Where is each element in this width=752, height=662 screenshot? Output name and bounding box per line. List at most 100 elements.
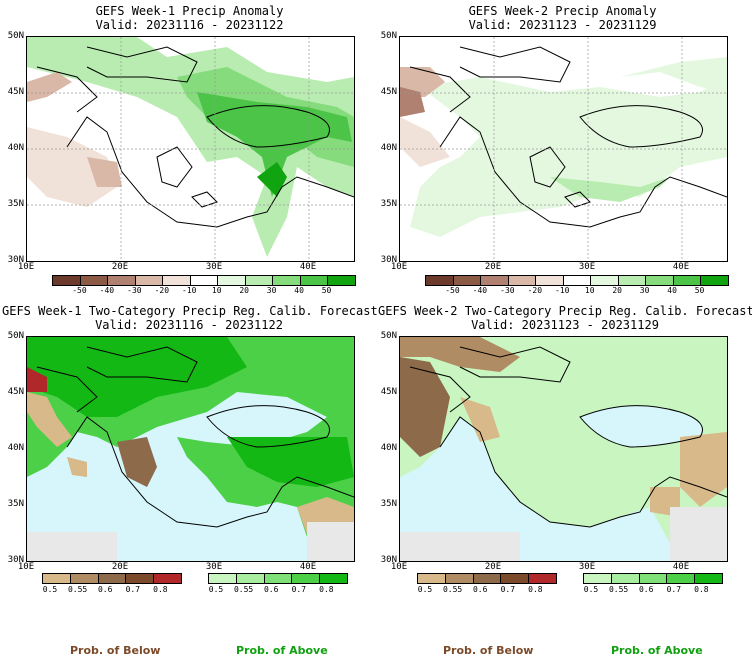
anomaly-colorbar-tick-label: 20 <box>239 286 249 295</box>
map-panel-week1-anomaly <box>26 36 355 262</box>
probability-colorbar-tick-label: 0.55 <box>233 585 254 594</box>
probability-colorbar-tick-label: 0.8 <box>319 585 334 594</box>
colorbar-swatch <box>646 276 674 285</box>
lat-label: 50N <box>380 31 397 41</box>
probability-colorbar-tick-label: 0.55 <box>67 585 88 594</box>
anomaly-colorbar-tick-label: -30 <box>127 286 142 295</box>
lat-label: 30N <box>7 555 24 565</box>
anomaly-colorbar-tick-label: -40 <box>99 286 115 295</box>
anomaly-colorbar-week1 <box>52 275 356 286</box>
prob-below-label-week1: Prob. of Below <box>70 644 161 657</box>
anomaly-colorbar-tick-label: -20 <box>527 286 543 295</box>
lon-label: 10E <box>390 562 408 572</box>
lat-label: 40N <box>380 143 397 153</box>
anomaly-colorbar-tick-label: -50 <box>72 286 87 295</box>
lat-label: 40N <box>7 443 24 453</box>
colorbar-swatch <box>611 574 640 583</box>
anomaly-colorbar-tick-label: 10 <box>584 286 595 295</box>
probability-colorbar-tick-label: 0.7 <box>666 585 682 594</box>
anomaly-colorbar-tick-label: 40 <box>294 286 304 295</box>
lon-label: 40E <box>672 262 690 272</box>
panel1-title: GEFS Week-1 Precip Anomaly <box>95 4 284 18</box>
colorbar-swatch <box>529 574 556 583</box>
probability-colorbar-tick-label: 0.5 <box>583 585 599 594</box>
lat-label: 50N <box>7 331 24 341</box>
lon-label: 30E <box>578 262 596 272</box>
colorbar-swatch <box>501 574 530 583</box>
lat-label: 45N <box>380 387 397 397</box>
colorbar-swatch <box>426 276 454 285</box>
colorbar-swatch <box>126 574 155 583</box>
lon-label: 10E <box>17 262 35 272</box>
map-week2-anomaly-svg <box>400 37 727 261</box>
map-week1-prob-svg <box>27 337 354 561</box>
anomaly-colorbar-tick-label: -10 <box>182 286 197 295</box>
colorbar-swatch <box>135 276 164 285</box>
probability-colorbar-tick-label: 0.8 <box>528 585 543 594</box>
probability-colorbar-tick-label: 0.55 <box>442 585 463 594</box>
colorbar-swatch <box>667 574 696 583</box>
lat-label: 30N <box>7 255 24 265</box>
probability-colorbar-tick-label: 0.6 <box>472 585 488 594</box>
prob-below-label-week2: Prob. of Below <box>443 644 534 657</box>
probability-colorbar-tick-label: 0.7 <box>500 585 516 594</box>
probability-colorbar-tick-label: 0.8 <box>153 585 168 594</box>
colorbar-swatch <box>695 574 722 583</box>
probability-colorbar-tick-label: 0.6 <box>263 585 279 594</box>
prob-above-label-week2: Prob. of Above <box>611 644 703 657</box>
lat-label: 35N <box>380 499 397 509</box>
lat-label: 30N <box>380 255 397 265</box>
probability-colorbar-tick-label: 0.6 <box>638 585 654 594</box>
colorbar-swatch <box>481 276 509 285</box>
lon-label: 20E <box>111 262 129 272</box>
colorbar-swatch <box>453 276 482 285</box>
above-colorbar-week1 <box>208 573 348 584</box>
probability-colorbar-tick-label: 0.7 <box>291 585 307 594</box>
colorbar-swatch <box>536 276 564 285</box>
panel4-valid: Valid: 20231123 - 20231129 <box>471 318 659 332</box>
colorbar-swatch <box>43 574 71 583</box>
colorbar-swatch <box>300 276 329 285</box>
probability-colorbar-tick-label: 0.8 <box>694 585 709 594</box>
colorbar-swatch <box>473 574 502 583</box>
colorbar-swatch <box>163 276 191 285</box>
lon-label: 40E <box>299 562 317 572</box>
colorbar-swatch <box>701 276 729 285</box>
anomaly-colorbar-tick-label: -10 <box>555 286 570 295</box>
colorbar-swatch <box>98 574 127 583</box>
colorbar-swatch <box>320 574 347 583</box>
lat-label: 40N <box>380 443 397 453</box>
probability-colorbar-tick-label: 0.5 <box>417 585 433 594</box>
map-panel-week1-probability <box>26 336 355 562</box>
colorbar-swatch <box>236 574 265 583</box>
colorbar-swatch <box>418 574 446 583</box>
prob-above-label-week1: Prob. of Above <box>236 644 328 657</box>
lat-label: 35N <box>380 199 397 209</box>
lon-label: 40E <box>299 262 317 272</box>
probability-colorbar-tick-label: 0.55 <box>608 585 629 594</box>
lat-label: 45N <box>7 387 24 397</box>
colorbar-swatch <box>563 276 592 285</box>
colorbar-swatch <box>445 574 474 583</box>
anomaly-colorbar-tick-label: 20 <box>612 286 622 295</box>
colorbar-swatch <box>154 574 181 583</box>
lon-label: 20E <box>484 262 502 272</box>
probability-colorbar-tick-label: 0.5 <box>208 585 224 594</box>
colorbar-swatch <box>245 276 274 285</box>
colorbar-swatch <box>108 276 136 285</box>
probability-colorbar-tick-label: 0.6 <box>97 585 113 594</box>
lon-label: 30E <box>205 262 223 272</box>
panel2-valid: Valid: 20231123 - 20231129 <box>468 18 657 32</box>
anomaly-colorbar-tick-label: -40 <box>472 286 488 295</box>
anomaly-colorbar-tick-label: 10 <box>211 286 222 295</box>
panel1-valid: Valid: 20231116 - 20231122 <box>95 18 284 32</box>
lon-label: 40E <box>672 562 690 572</box>
lat-label: 35N <box>7 199 24 209</box>
colorbar-swatch <box>584 574 612 583</box>
map-panel-week2-probability <box>399 336 728 562</box>
colorbar-swatch <box>292 574 321 583</box>
lat-label: 50N <box>7 31 24 41</box>
anomaly-colorbar-tick-label: -30 <box>500 286 515 295</box>
probability-colorbar-tick-label: 0.7 <box>125 585 141 594</box>
lon-label: 10E <box>390 262 408 272</box>
